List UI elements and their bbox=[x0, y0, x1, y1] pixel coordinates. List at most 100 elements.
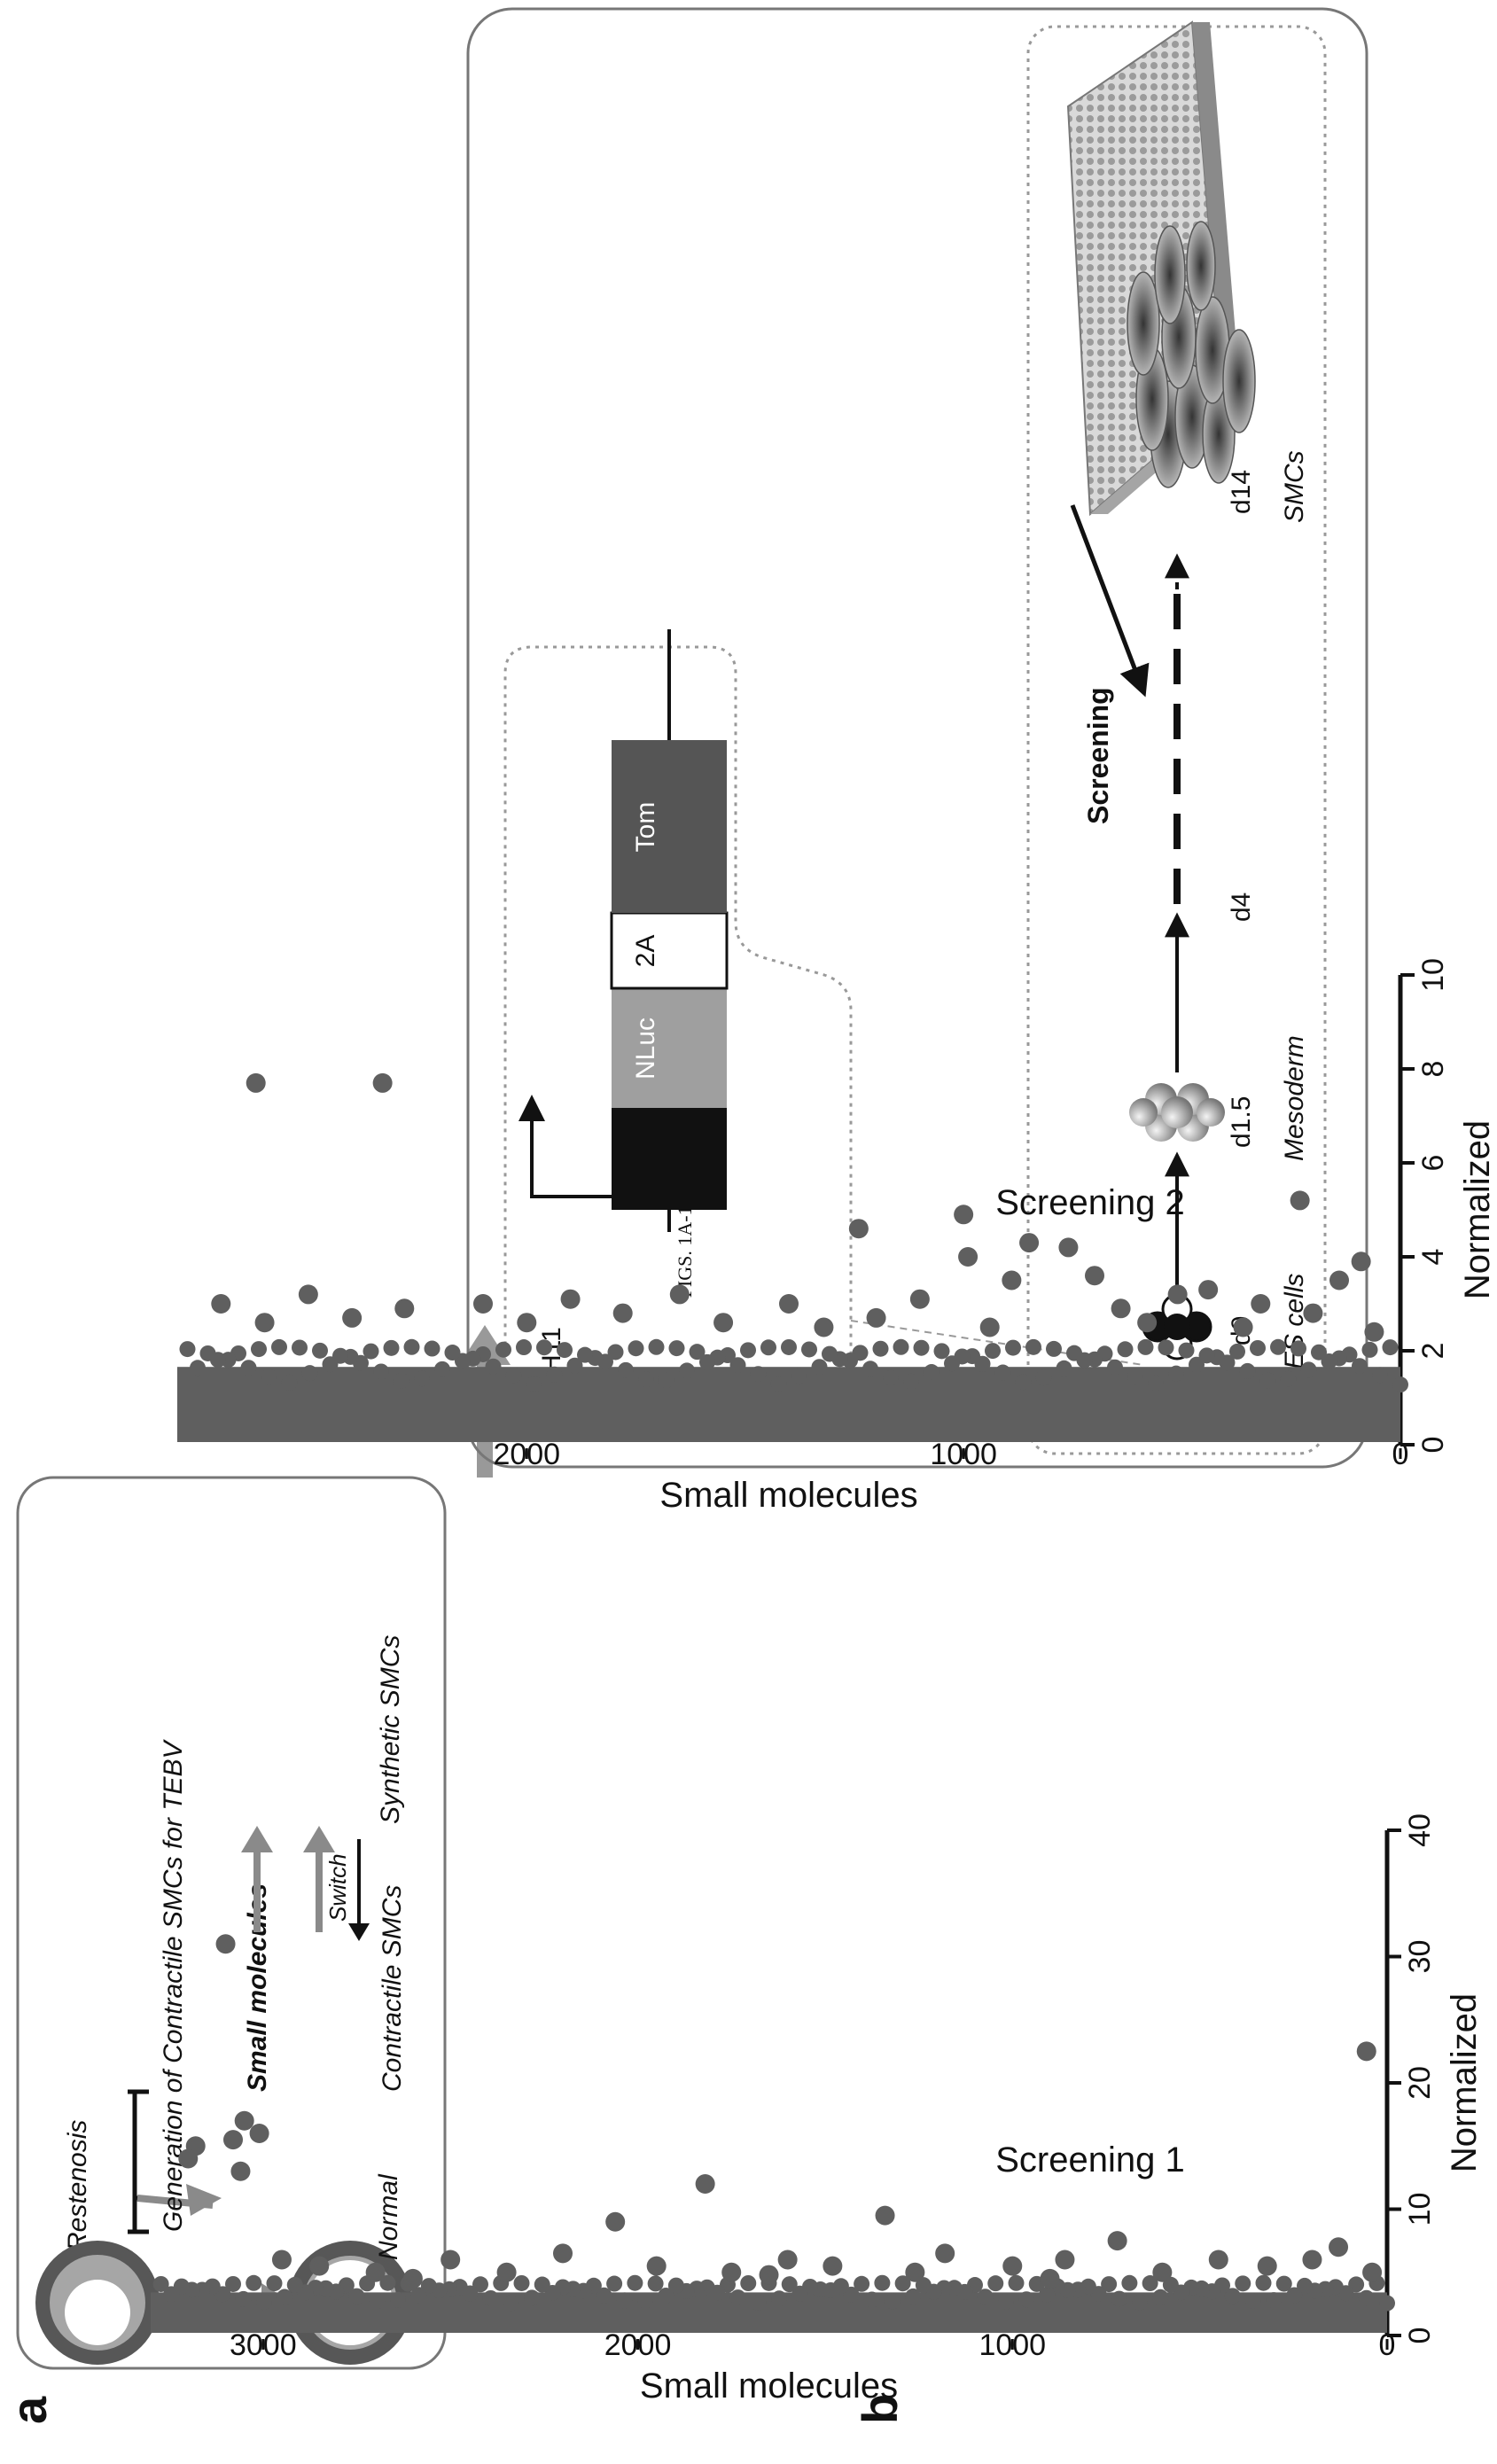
data-point bbox=[1127, 1368, 1143, 1385]
data-point bbox=[628, 1340, 644, 1357]
data-point bbox=[814, 1317, 834, 1337]
data-point bbox=[503, 2295, 519, 2312]
data-point bbox=[659, 1371, 674, 1388]
data-point bbox=[721, 2262, 742, 2282]
data-point bbox=[875, 2205, 895, 2226]
data-point bbox=[178, 2148, 199, 2169]
data-point bbox=[1058, 1237, 1079, 1258]
data-point bbox=[1300, 1361, 1317, 1378]
data-point bbox=[1251, 1294, 1271, 1314]
data-point bbox=[403, 1338, 420, 1355]
contractile-label: Contractile SMCs bbox=[378, 1885, 407, 2092]
data-point bbox=[516, 1339, 532, 1356]
value-tick-label: 0 bbox=[1416, 1437, 1450, 1454]
data-point bbox=[924, 1364, 940, 1381]
value-axis-label: Normalized bbox=[1458, 1120, 1497, 1299]
data-point bbox=[211, 1294, 231, 1314]
index-tick-label: 2000 bbox=[604, 2328, 672, 2362]
data-point bbox=[874, 2274, 891, 2291]
value-tick-label: 40 bbox=[1403, 1813, 1437, 1847]
chart-title: Screening 2 bbox=[995, 1183, 1184, 1222]
data-point bbox=[1362, 2262, 1383, 2282]
stage-name: SMCs bbox=[1280, 450, 1309, 523]
data-point bbox=[255, 2294, 272, 2311]
data-point bbox=[1002, 2256, 1023, 2276]
data-point bbox=[1117, 1341, 1134, 1358]
index-tick-label: 2000 bbox=[493, 1438, 560, 1471]
data-point bbox=[1137, 1338, 1154, 1355]
data-point bbox=[1364, 1322, 1384, 1342]
switch-arrow bbox=[348, 1839, 370, 1941]
index-axis-label: Small molecules bbox=[640, 2367, 898, 2406]
data-point bbox=[979, 1317, 1000, 1337]
data-point bbox=[944, 1355, 960, 1372]
data-point bbox=[883, 1369, 899, 1386]
value-tick-label: 2 bbox=[1416, 1343, 1450, 1360]
data-point bbox=[444, 1345, 461, 1361]
data-point bbox=[905, 2262, 925, 2282]
value-tick-label: 30 bbox=[1403, 1940, 1437, 1974]
data-point bbox=[1040, 2268, 1060, 2289]
data-point bbox=[271, 1338, 287, 1355]
data-point bbox=[1311, 1344, 1327, 1361]
p2a-label: 2A bbox=[631, 935, 660, 968]
data-point bbox=[1039, 2286, 1056, 2303]
data-point bbox=[363, 1343, 379, 1360]
data-point bbox=[909, 1289, 930, 1309]
data-point bbox=[246, 1072, 266, 1093]
tom-block bbox=[612, 740, 727, 913]
generation-label: Generation of Contractile SMCs for TEBV bbox=[159, 1738, 188, 2232]
data-point bbox=[534, 2276, 550, 2293]
data-point bbox=[1178, 1342, 1195, 1359]
data-point bbox=[1137, 1313, 1158, 1333]
data-point bbox=[524, 2289, 541, 2306]
data-point bbox=[215, 1934, 236, 1954]
value-tick-label: 0 bbox=[1403, 2328, 1437, 2344]
data-point bbox=[1280, 1370, 1297, 1387]
data-point bbox=[495, 1341, 511, 1358]
index-tick-label: 1000 bbox=[979, 2328, 1046, 2362]
data-point bbox=[863, 2291, 880, 2308]
data-point bbox=[759, 2265, 779, 2285]
data-point bbox=[536, 1339, 552, 1356]
data-point bbox=[801, 1341, 817, 1358]
data-point bbox=[1167, 1284, 1188, 1305]
data-point bbox=[713, 1313, 734, 1333]
data-point bbox=[1132, 2294, 1148, 2311]
data-point bbox=[1025, 1338, 1041, 1355]
panel-b-label: b bbox=[852, 2394, 908, 2424]
data-point bbox=[699, 1353, 715, 1370]
data-point bbox=[689, 1344, 706, 1361]
data-point bbox=[667, 2277, 684, 2294]
data-point bbox=[1382, 1339, 1399, 1356]
data-point bbox=[913, 1339, 930, 1356]
data-point bbox=[163, 2286, 180, 2303]
data-point bbox=[885, 2293, 901, 2310]
data-point bbox=[740, 2274, 757, 2291]
data-point bbox=[1002, 1270, 1022, 1290]
stage-day: d1.5 bbox=[1227, 1096, 1256, 1148]
data-point bbox=[933, 1343, 950, 1360]
synthetic-label: Synthetic SMCs bbox=[376, 1635, 405, 1824]
data-point bbox=[1392, 1376, 1408, 1393]
data-point bbox=[977, 2289, 994, 2305]
p2a-block bbox=[610, 911, 729, 990]
data-point bbox=[729, 2289, 746, 2306]
data-point bbox=[249, 2124, 269, 2143]
data-point bbox=[1244, 2293, 1261, 2310]
nluc-label: NLuc bbox=[631, 1018, 660, 1080]
data-point bbox=[750, 2294, 767, 2311]
data-point bbox=[1055, 2250, 1075, 2270]
data-point bbox=[1321, 1353, 1337, 1369]
data-point bbox=[1148, 1375, 1164, 1392]
data-point bbox=[750, 1366, 767, 1383]
data-point bbox=[485, 1358, 502, 1375]
data-point bbox=[420, 2278, 437, 2295]
data-point bbox=[301, 1365, 318, 1382]
data-point bbox=[1107, 2231, 1127, 2251]
data-point bbox=[791, 1368, 807, 1384]
index-tick-label: 1000 bbox=[930, 1438, 997, 1471]
data-point bbox=[394, 1298, 415, 1319]
data-point bbox=[286, 2276, 303, 2293]
value-tick-label: 8 bbox=[1416, 1061, 1450, 1078]
